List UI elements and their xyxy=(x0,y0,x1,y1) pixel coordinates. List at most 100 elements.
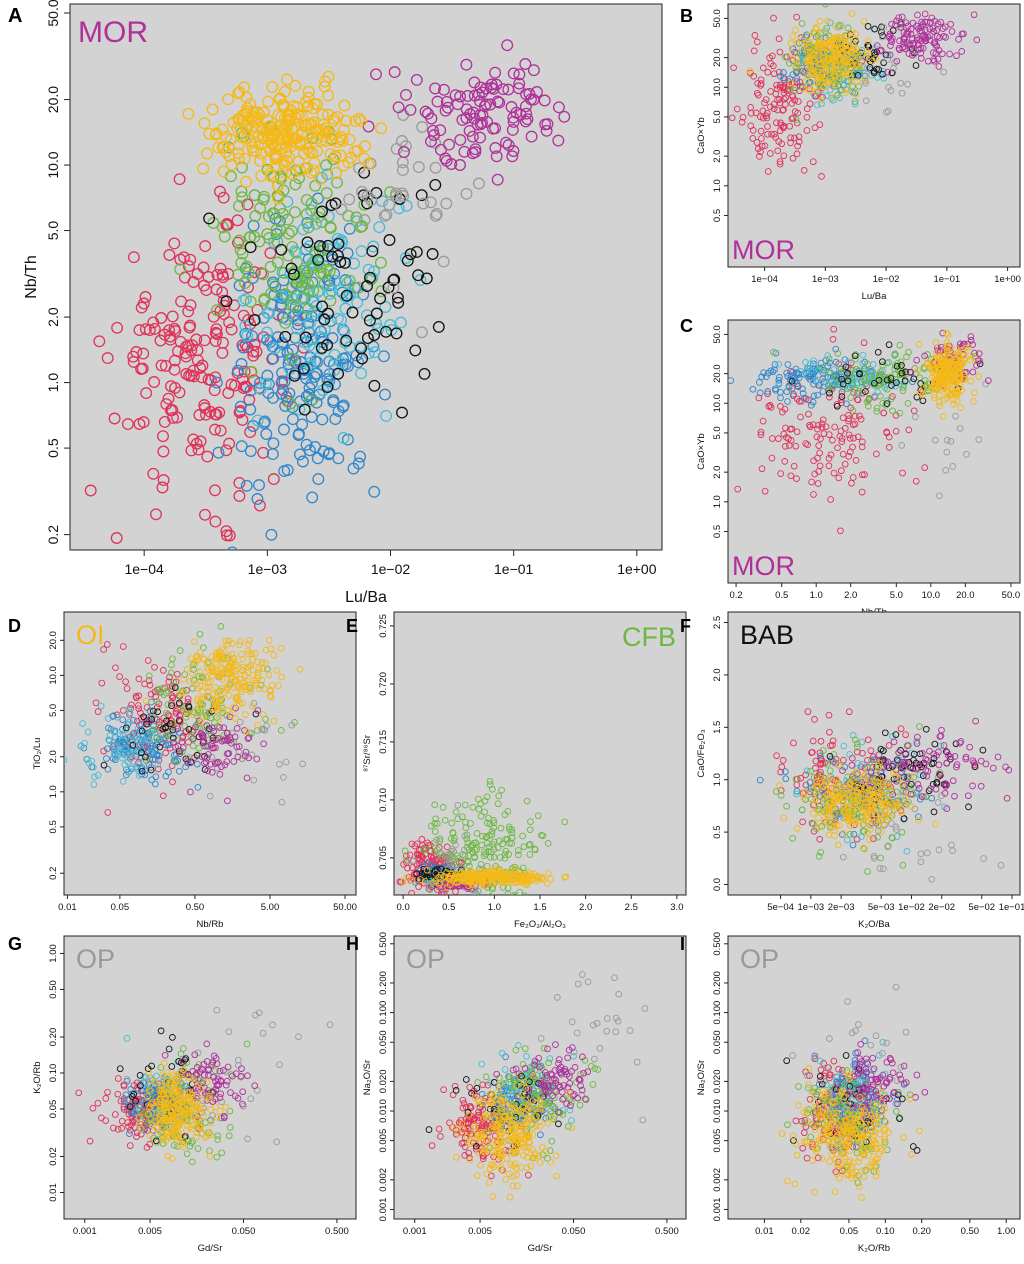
point-oi xyxy=(830,34,838,42)
point-mor xyxy=(243,774,251,782)
point-blue xyxy=(327,396,340,409)
point-oi xyxy=(254,668,262,676)
point-oi xyxy=(245,637,253,644)
point-oi xyxy=(196,648,204,656)
point-cfb xyxy=(792,64,800,72)
point-bab xyxy=(892,731,900,738)
point-cfb xyxy=(847,394,855,401)
point-red xyxy=(738,118,746,126)
point-red xyxy=(793,150,801,158)
point-red xyxy=(147,467,160,480)
point-cfb xyxy=(242,266,255,279)
point-cfb xyxy=(162,732,170,740)
point-bab xyxy=(404,248,417,261)
point-cfb xyxy=(285,225,298,238)
point-red xyxy=(802,771,809,779)
point-red xyxy=(767,60,775,67)
point-red xyxy=(753,38,761,46)
point-cfb xyxy=(497,824,505,832)
point-op xyxy=(947,437,955,445)
y-tick-label: 0.715 xyxy=(378,730,389,754)
point-red xyxy=(782,94,790,102)
point-op xyxy=(437,255,450,268)
point-oi xyxy=(839,44,847,51)
point-red xyxy=(418,853,426,861)
point-cfb xyxy=(277,727,285,734)
point-cyan xyxy=(122,744,129,752)
group-label: CFB xyxy=(622,622,676,652)
point-red xyxy=(805,410,812,418)
point-oi xyxy=(228,650,236,658)
point-blue xyxy=(151,780,159,788)
point-red xyxy=(841,460,849,468)
point-red xyxy=(156,481,169,494)
point-op xyxy=(884,842,892,850)
point-blue xyxy=(354,450,367,463)
x-tick-label: 2.5 xyxy=(625,902,638,913)
point-red xyxy=(210,328,223,340)
point-blue xyxy=(155,752,163,760)
point-oi xyxy=(924,360,931,368)
point-red xyxy=(162,749,169,757)
point-bab xyxy=(340,334,353,347)
point-bab xyxy=(862,388,869,395)
point-oi xyxy=(259,711,267,718)
point-oi xyxy=(343,133,356,146)
point-oi xyxy=(212,684,219,691)
point-oi xyxy=(222,686,230,694)
point-red xyxy=(172,709,180,717)
point-oi xyxy=(943,375,951,383)
point-cfb xyxy=(203,713,211,720)
point-op xyxy=(390,142,403,155)
point-op xyxy=(343,193,356,206)
point-oi xyxy=(216,141,229,154)
point-cfb xyxy=(864,868,871,875)
point-bab xyxy=(129,741,137,749)
y-tick-label: 0.5 xyxy=(712,525,723,538)
point-cfb xyxy=(815,853,823,860)
point-mor xyxy=(500,136,512,149)
point-oi xyxy=(829,68,837,76)
point-cfb xyxy=(821,4,829,8)
point-blue xyxy=(799,390,807,397)
point-oi xyxy=(940,347,948,355)
point-red xyxy=(411,842,419,850)
point-cfb xyxy=(879,399,887,407)
point-oi xyxy=(226,659,234,667)
point-oi xyxy=(222,637,230,645)
point-red xyxy=(885,742,893,749)
point-cfb xyxy=(792,116,800,124)
point-oi xyxy=(959,360,967,367)
point-op xyxy=(460,187,473,200)
point-red xyxy=(84,484,97,497)
point-oi xyxy=(787,39,795,47)
point-red xyxy=(184,299,197,312)
point-oi xyxy=(848,10,856,17)
panel-letter: B xyxy=(680,6,693,26)
point-oi xyxy=(470,878,478,885)
point-oi xyxy=(962,354,970,362)
point-red xyxy=(776,160,784,168)
point-red xyxy=(912,477,920,485)
point-red xyxy=(166,673,173,681)
point-blue xyxy=(280,391,293,403)
point-bab xyxy=(279,330,292,343)
point-cyan xyxy=(829,96,837,104)
point-mor xyxy=(506,123,519,136)
point-red xyxy=(758,465,766,473)
point-cfb xyxy=(153,734,160,742)
point-bab xyxy=(842,363,850,371)
point-oi xyxy=(481,869,489,877)
point-red xyxy=(809,158,817,166)
point-cfb xyxy=(819,747,827,754)
point-red xyxy=(152,693,159,701)
point-blue xyxy=(806,375,814,383)
point-mor xyxy=(919,20,927,28)
point-blue xyxy=(782,775,790,783)
point-oi xyxy=(807,61,815,68)
point-mor xyxy=(192,723,199,731)
point-oi xyxy=(225,666,233,674)
point-mor xyxy=(507,67,520,80)
point-blue xyxy=(104,765,112,773)
point-cyan xyxy=(379,301,392,313)
